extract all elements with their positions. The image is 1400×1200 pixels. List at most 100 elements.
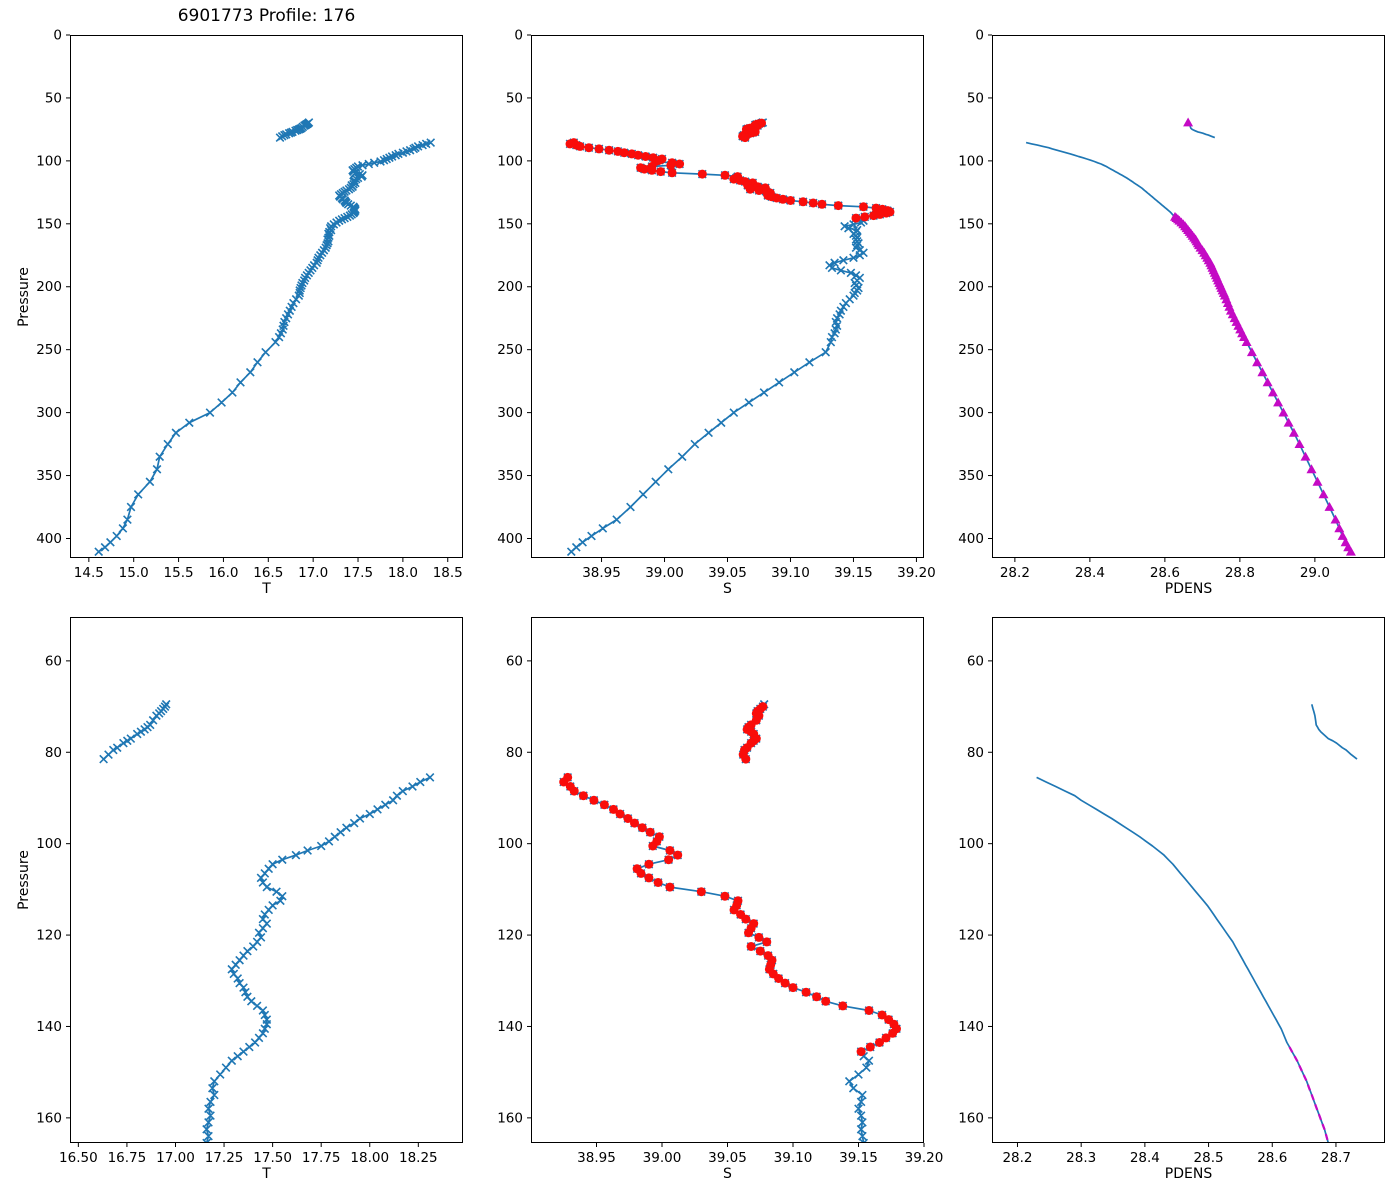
plot-area xyxy=(1025,117,1356,556)
tick-label: 50 xyxy=(506,90,523,106)
flag-triangles xyxy=(1170,211,1356,556)
tick-label: 350 xyxy=(958,468,984,484)
tick-label: 50 xyxy=(45,90,62,106)
plot-area xyxy=(1036,704,1358,1143)
tick-label: 100 xyxy=(958,153,984,169)
x-markers xyxy=(559,773,901,1143)
tick-label: 0 xyxy=(514,28,523,44)
tick-label: 300 xyxy=(958,405,984,421)
x-axis-label-pdens-top: PDENS xyxy=(1164,581,1213,597)
tick-label: 17.00 xyxy=(156,1150,195,1166)
tick-label: 28.6 xyxy=(1257,1150,1287,1166)
y-ticks: 0 50 100 150 200 250 300 350 400 xyxy=(497,28,531,547)
tick-label: 160 xyxy=(958,1110,984,1126)
flag-dots xyxy=(738,702,768,764)
tick-label: 16.5 xyxy=(253,565,283,581)
tick-label: 100 xyxy=(958,836,984,852)
tick-label: 150 xyxy=(958,216,984,232)
tick-label: 200 xyxy=(958,279,984,295)
tick-label: 250 xyxy=(497,342,523,358)
tick-label: 120 xyxy=(958,928,984,944)
flag-dots xyxy=(738,118,766,143)
tick-label: 80 xyxy=(967,745,984,761)
y-ticks: 0 50 100 150 200 250 300 350 400 xyxy=(958,28,992,547)
flag-dots xyxy=(559,772,901,1057)
tick-label: 120 xyxy=(497,928,523,944)
tick-label: 250 xyxy=(958,342,984,358)
tick-label: 39.05 xyxy=(708,565,747,581)
tick-label: 400 xyxy=(958,531,984,547)
x-ticks: 28.2 28.4 28.6 28.8 29.0 xyxy=(1000,558,1330,581)
axes-spines xyxy=(992,35,1385,558)
tick-label: 39.00 xyxy=(645,565,684,581)
tick-label: 39.20 xyxy=(897,565,936,581)
tick-label: 38.95 xyxy=(582,565,621,581)
tick-label: 200 xyxy=(36,279,62,295)
y-ticks: 60 80 100 120 140 160 xyxy=(958,653,992,1126)
x-markers xyxy=(94,138,436,557)
tick-label: 60 xyxy=(506,653,523,669)
tick-label: 15.5 xyxy=(164,565,194,581)
x-ticks: 38.95 39.00 39.05 39.10 39.15 39.20 xyxy=(577,1143,943,1166)
tick-label: 350 xyxy=(497,468,523,484)
tick-label: 28.7 xyxy=(1321,1150,1351,1166)
x-markers xyxy=(202,773,435,1143)
profile-line xyxy=(1310,704,1358,760)
y-ticks: 60 80 100 120 140 160 xyxy=(497,653,531,1126)
tick-label: 80 xyxy=(506,745,523,761)
x-axis-label-s-bottom: S xyxy=(723,1166,732,1182)
tick-label: 39.00 xyxy=(643,1150,682,1166)
tick-label: 17.25 xyxy=(205,1150,244,1166)
tick-label: 50 xyxy=(967,90,984,106)
tick-label: 17.0 xyxy=(298,565,328,581)
tick-label: 0 xyxy=(975,28,984,44)
tick-label: 300 xyxy=(497,405,523,421)
plot-area xyxy=(559,699,901,1143)
profile-line xyxy=(562,776,898,1143)
tick-label: 18.00 xyxy=(350,1150,389,1166)
tick-label: 160 xyxy=(36,1110,62,1126)
y-axis-label-top: Pressure xyxy=(16,266,32,327)
tick-label: 100 xyxy=(36,153,62,169)
plot-area xyxy=(99,699,435,1143)
tick-label: 18.0 xyxy=(388,565,418,581)
axes-spines xyxy=(531,617,924,1143)
x-markers xyxy=(275,118,314,142)
x-axis-label-s-top: S xyxy=(723,581,732,597)
tick-label: 28.4 xyxy=(1075,565,1105,581)
tick-label: 100 xyxy=(497,836,523,852)
subplot-pdens-profile-full: 28.2 28.4 28.6 28.8 29.0 0 50 100 150 200 250 300 35… xyxy=(958,28,1385,581)
tick-label: 17.75 xyxy=(302,1150,341,1166)
tick-label: 400 xyxy=(497,531,523,547)
axes-spines xyxy=(70,35,463,558)
tick-label: 140 xyxy=(958,1019,984,1035)
tick-label: 100 xyxy=(497,153,523,169)
tick-label: 16.0 xyxy=(208,565,238,581)
x-markers xyxy=(99,699,171,764)
tick-label: 28.2 xyxy=(1002,1150,1032,1166)
x-ticks: 16.50 16.75 17.00 17.25 17.50 17.75 18.00 18.25 xyxy=(59,1143,438,1166)
x-markers xyxy=(565,138,895,557)
tick-label: 140 xyxy=(497,1019,523,1035)
tick-label: 28.5 xyxy=(1194,1150,1224,1166)
tick-label: 39.15 xyxy=(839,1150,878,1166)
y-ticks: 60 80 100 120 140 160 xyxy=(36,653,70,1126)
tick-label: 17.50 xyxy=(253,1150,292,1166)
tick-label: 150 xyxy=(497,216,523,232)
tick-label: 28.3 xyxy=(1066,1150,1096,1166)
profile-line xyxy=(205,776,431,1143)
tick-label: 16.50 xyxy=(59,1150,98,1166)
tick-label: 38.95 xyxy=(577,1150,616,1166)
tick-label: 160 xyxy=(497,1110,523,1126)
tick-label: 18.25 xyxy=(399,1150,438,1166)
flag-dots xyxy=(565,138,895,223)
tick-label: 28.4 xyxy=(1130,1150,1160,1166)
tick-label: 39.05 xyxy=(708,1150,747,1166)
tick-label: 60 xyxy=(967,653,984,669)
tick-label: 16.75 xyxy=(108,1150,147,1166)
tick-label: 100 xyxy=(36,836,62,852)
flag-triangles xyxy=(1183,117,1194,127)
tick-label: 350 xyxy=(36,468,62,484)
